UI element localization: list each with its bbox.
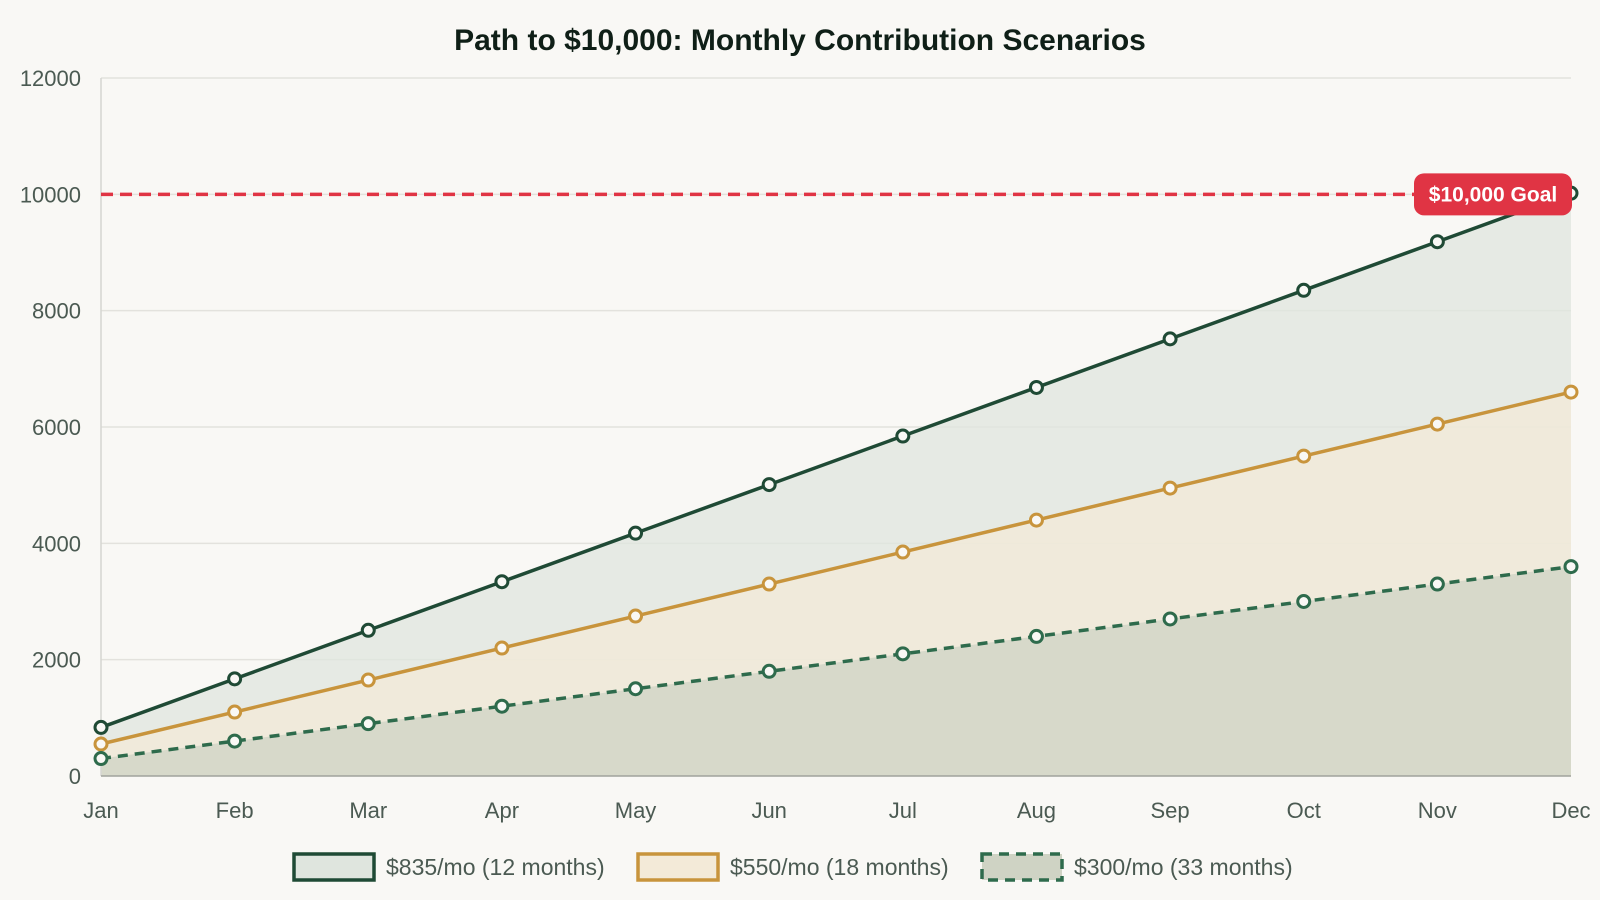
legend-swatch (636, 852, 720, 882)
y-tick-label: 6000 (32, 415, 81, 440)
data-point-s1-nov (1429, 234, 1445, 250)
legend-swatch (980, 852, 1064, 882)
series-line-2 (100, 390, 1572, 746)
data-point-s2-apr (494, 640, 510, 656)
data-point-s2-dec (1563, 384, 1579, 400)
data-point-s2-oct (1296, 448, 1312, 464)
goal-badge (1414, 173, 1572, 216)
legend-item-2: $550/mo (18 months) (636, 852, 949, 882)
point-layer (93, 185, 1579, 767)
data-point-s1-oct (1296, 282, 1312, 298)
data-point-s3-nov (1429, 576, 1445, 592)
data-point-s3-oct (1296, 594, 1312, 609)
x-tick-label: Jun (751, 798, 786, 823)
data-point-s2-may (628, 608, 644, 624)
data-point-s3-mar (360, 716, 376, 732)
data-point-s1-jul (895, 428, 911, 444)
line-layer (100, 191, 1572, 761)
data-point-s2-mar (360, 672, 376, 688)
area-layer (101, 193, 1571, 777)
chart-title: Path to $10,000: Monthly Contribution Sc… (454, 24, 1146, 57)
data-point-s1-aug (1028, 379, 1044, 395)
data-point-s3-jan (93, 751, 109, 767)
legend-item-1: $835/mo (12 months) (292, 852, 605, 882)
x-tick-label: Jul (889, 798, 917, 823)
data-point-s1-jan (93, 719, 109, 735)
data-point-s3-sep (1162, 611, 1178, 627)
legend-item-3: $300/mo (33 months) (980, 852, 1293, 882)
x-tick-label: Apr (485, 798, 519, 823)
data-point-s2-jan (93, 736, 109, 752)
x-tick-label: Aug (1017, 798, 1056, 823)
y-tick-label: 8000 (32, 299, 81, 324)
data-point-s1-apr (494, 574, 510, 590)
legend-swatch (292, 852, 376, 882)
x-tick-label: Sep (1151, 798, 1190, 823)
goal-label: $10,000 Goal (1429, 183, 1557, 206)
y-tick-label: 4000 (32, 531, 81, 556)
data-point-s3-jul (895, 646, 911, 662)
data-point-s1-feb (227, 671, 243, 687)
legend-label: $550/mo (18 months) (730, 854, 949, 880)
y-tick-label: 12000 (20, 66, 81, 91)
data-point-s3-aug (1028, 628, 1044, 644)
x-tick-label: Jan (83, 798, 118, 823)
data-point-s2-jun (761, 576, 777, 592)
y-tick-label: 2000 (32, 648, 81, 673)
x-tick-label: Nov (1418, 798, 1457, 823)
y-tick-label: 0 (69, 764, 81, 789)
data-point-s3-may (628, 681, 644, 697)
series-line-1 (100, 191, 1572, 730)
x-tick-label: Oct (1287, 798, 1321, 823)
legend-label: $300/mo (33 months) (1074, 854, 1293, 880)
x-tick-label: Mar (349, 798, 387, 823)
series-line-3 (100, 564, 1572, 761)
y-tick-label: 10000 (20, 182, 81, 207)
x-tick-label: Feb (216, 798, 254, 823)
series-area-3 (101, 566, 1571, 776)
data-point-s3-jun (761, 663, 777, 679)
legend: $835/mo (12 months) $550/mo (18 months) $3… (292, 852, 1293, 882)
data-point-s3-apr (494, 698, 510, 714)
data-point-s2-aug (1028, 512, 1044, 528)
label-layer: 0 2000 4000 6000 8000 10000 12000 Jan Feb Mar Apr M… (20, 66, 1591, 823)
data-point-s1-mar (360, 622, 376, 638)
x-tick-label: Dec (1551, 798, 1590, 823)
data-point-s2-jul (895, 544, 911, 560)
data-point-s1-sep (1162, 331, 1178, 347)
x-tick-label: May (615, 798, 657, 823)
data-point-s1-jun (761, 477, 777, 493)
data-point-s2-feb (227, 704, 243, 720)
data-point-s2-sep (1162, 480, 1178, 496)
legend-label: $835/mo (12 months) (386, 854, 605, 880)
data-point-s3-feb (227, 733, 243, 749)
data-point-s1-may (628, 525, 644, 541)
data-point-s3-dec (1563, 559, 1579, 575)
data-point-s2-nov (1429, 416, 1445, 432)
